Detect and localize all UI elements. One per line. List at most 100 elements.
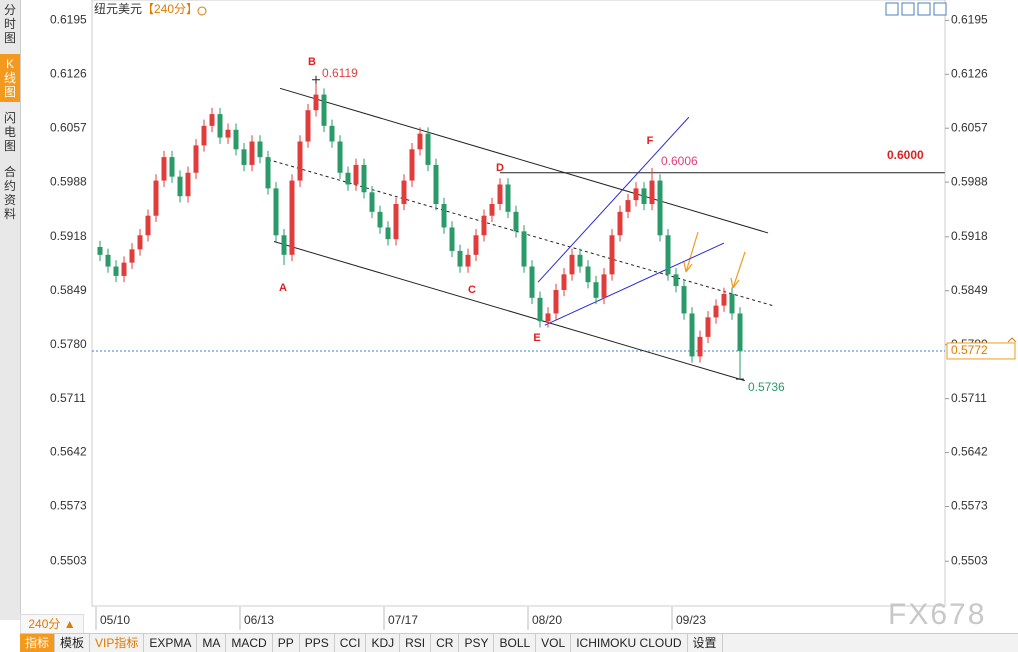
side-tab[interactable]: 闪电图: [3, 111, 16, 153]
annotation: A: [279, 282, 287, 294]
candle-body: [209, 114, 215, 126]
reset-icon[interactable]: [933, 2, 947, 16]
candle-body: [521, 231, 527, 267]
indicator-tab[interactable]: KDJ: [366, 634, 401, 652]
candle-body: [569, 254, 575, 275]
candle-body: [593, 282, 599, 298]
y-tick-label-right: 0.5711: [951, 391, 987, 405]
candle-body: [673, 274, 679, 287]
side-tab[interactable]: 分时图: [3, 3, 16, 45]
indicator-tab[interactable]: RSI: [400, 634, 432, 652]
price-label: 0.5736: [748, 380, 785, 394]
candle-body: [505, 184, 511, 212]
price-label: 0.6000: [887, 148, 924, 162]
candle-body: [665, 235, 671, 275]
y-tick-label: 0.5849: [50, 283, 87, 297]
candle-body: [305, 110, 311, 142]
candle-body: [617, 211, 623, 236]
y-tick-label-right: 0.5988: [951, 174, 988, 188]
candle-body: [289, 180, 295, 255]
indicator-bar: 指标 模板 VIP指标 EXPMA MA MACD PP PPS CCI KDJ RSI CR PSY B…: [20, 633, 1018, 652]
indicator-tab[interactable]: ICHIMOKU CLOUD: [571, 634, 688, 652]
indicator-tab[interactable]: 模板: [55, 634, 91, 652]
candle-body: [321, 94, 327, 126]
candle-body: [177, 176, 183, 197]
candle-body: [689, 313, 695, 357]
candle-body: [337, 141, 343, 173]
indicator-tab[interactable]: EXPMA: [144, 634, 198, 652]
indicator-tab[interactable]: CR: [431, 634, 460, 652]
annotation: B: [308, 56, 316, 68]
side-tab[interactable]: K线图: [0, 54, 20, 102]
period-selector[interactable]: 240分 ▲: [20, 614, 84, 634]
zoom-out-icon[interactable]: [917, 2, 931, 16]
candle-body: [721, 293, 727, 306]
x-tick-label: 08/20: [532, 613, 562, 627]
candle-body: [113, 266, 119, 276]
candle-body: [393, 204, 399, 240]
candle-body: [329, 125, 335, 142]
candle-body: [265, 157, 271, 189]
y-tick-label-right: 0.6126: [951, 66, 988, 80]
candle-body: [577, 254, 583, 267]
price-label: 0.6006: [661, 154, 698, 168]
indicator-tab[interactable]: PP: [273, 634, 300, 652]
annotation: D: [496, 162, 504, 174]
candle-body: [137, 235, 143, 250]
indicator-tab[interactable]: VOL: [536, 634, 572, 652]
candle-body: [97, 247, 103, 255]
indicator-tab[interactable]: VIP指标: [90, 634, 145, 652]
candle-body: [737, 313, 743, 351]
indicator-tab[interactable]: PSY: [459, 634, 495, 652]
candle-body: [161, 157, 167, 181]
candle-body: [129, 249, 135, 263]
side-tab[interactable]: 合约资料: [3, 165, 16, 221]
y-tick-label-right: 0.5849: [951, 283, 988, 297]
period-label: 【240分】: [142, 2, 198, 16]
candle-body: [449, 227, 455, 251]
candle-body: [217, 114, 223, 138]
y-tick-label: 0.6126: [50, 66, 87, 80]
settings-icon[interactable]: [197, 6, 207, 16]
price-label: 0.6119: [322, 66, 358, 80]
candle-body: [609, 235, 615, 275]
candle-body: [545, 313, 551, 322]
candle-body: [513, 211, 519, 232]
indicator-tab[interactable]: MACD: [226, 634, 273, 652]
trendline: [537, 116, 690, 283]
last-price-marker: [1007, 337, 1017, 343]
candle-body: [281, 235, 287, 255]
candle-body: [705, 317, 711, 337]
candle-body: [713, 305, 719, 318]
candle-body: [385, 227, 391, 240]
zoom-icon[interactable]: [885, 2, 899, 16]
y-tick-label-right: 0.5573: [951, 499, 988, 513]
candle-body: [529, 266, 535, 298]
candle-body: [225, 129, 231, 138]
indicator-tab[interactable]: MA: [197, 634, 227, 652]
zoom-in-icon[interactable]: [901, 2, 915, 16]
candle-body: [353, 164, 359, 185]
candle-body: [425, 133, 431, 165]
indicator-tab[interactable]: CCI: [335, 634, 367, 652]
candle-body: [497, 184, 503, 205]
high-marker: [312, 75, 320, 84]
candle-body: [249, 141, 255, 165]
indicator-tab[interactable]: PPS: [300, 634, 335, 652]
candle-body: [489, 204, 495, 216]
candle-body: [537, 297, 543, 322]
candle-body: [681, 286, 687, 314]
indicator-tab[interactable]: 指标: [20, 634, 56, 652]
indicator-tab[interactable]: BOLL: [494, 634, 537, 652]
candle-body: [345, 172, 351, 185]
y-tick-label: 0.5780: [50, 337, 87, 351]
indicator-tab[interactable]: 设置: [688, 634, 723, 652]
x-tick-label: 05/10: [100, 613, 130, 627]
candle-body: [105, 254, 111, 267]
trendline: [273, 241, 745, 382]
plot-frame: [91, 0, 946, 607]
candle-body: [409, 149, 415, 181]
y-tick-label: 0.6057: [50, 120, 87, 134]
